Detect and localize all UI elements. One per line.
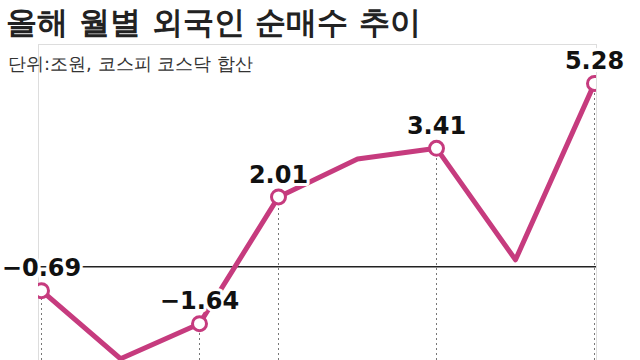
svg-text:3.41: 3.41 xyxy=(407,112,466,140)
svg-text:−0.69: −0.69 xyxy=(2,254,81,282)
html-text:올해 월별 외국인 순매수 추이: 올해 월별 외국인 순매수 추이 xyxy=(6,4,422,40)
svg-text:5.28: 5.28 xyxy=(565,47,624,75)
html-text:단위:조원, 코스피 코스닥 합산: 단위:조원, 코스피 코스닥 합산 xyxy=(8,53,253,74)
svg-text:−1.64: −1.64 xyxy=(160,287,239,315)
svg-text:2.01: 2.01 xyxy=(249,161,308,189)
